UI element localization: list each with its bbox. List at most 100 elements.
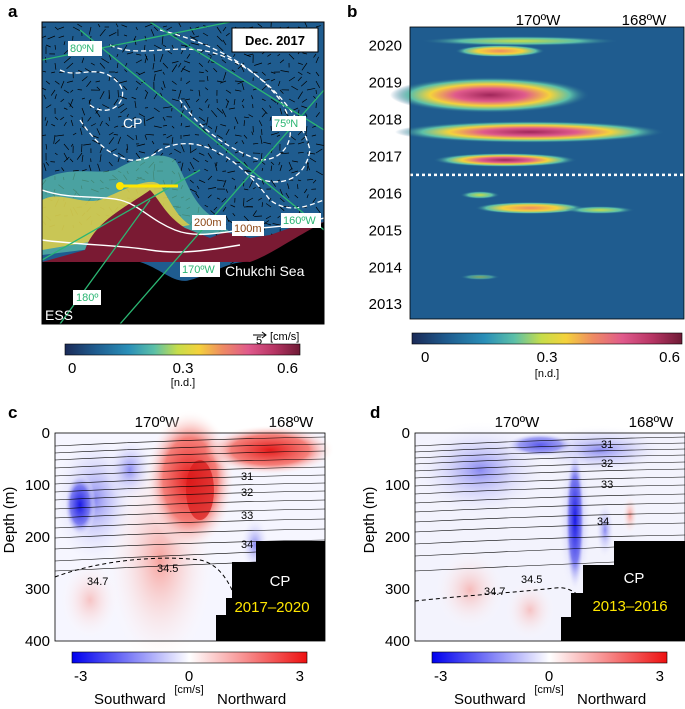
velocity-vector — [233, 98, 236, 105]
d-blue-surface — [505, 433, 575, 457]
transect-end-marker — [116, 182, 124, 190]
velocity-vector — [287, 183, 290, 190]
feature-2015-upper — [460, 191, 500, 199]
velocity-vector — [198, 89, 201, 97]
velocity-vector — [216, 179, 225, 182]
period-label-d: 2013–2016 — [592, 598, 667, 615]
velocity-vector — [270, 71, 276, 74]
velocity-vector — [113, 134, 119, 136]
velocity-vector — [205, 69, 209, 73]
velocity-vector — [171, 125, 175, 129]
date-box — [231, 27, 319, 53]
velocity-vector — [66, 62, 74, 70]
panel-c-ytick-300: 300 — [25, 581, 50, 598]
colorbar-d-tick-0: -3 — [434, 668, 447, 685]
colorbar-b — [411, 332, 683, 345]
panel-b-ytick-2016: 2016 — [369, 185, 402, 202]
date-label: Dec. 2017 — [245, 33, 305, 48]
velocity-vector — [180, 122, 183, 127]
c-blue-west — [64, 473, 96, 537]
velocity-vector — [240, 65, 245, 73]
grid-label-75n: 75ºN — [274, 118, 298, 130]
velocity-vector — [305, 113, 308, 118]
velocity-vector — [72, 26, 81, 32]
velocity-vector — [198, 71, 204, 73]
d-contour-label-33: 33 — [601, 479, 613, 491]
velocity-vector — [225, 100, 230, 109]
velocity-vector — [261, 85, 268, 91]
velocity-vector — [171, 61, 179, 64]
velocity-vector — [51, 123, 56, 127]
velocity-vector — [279, 107, 283, 115]
velocity-vector — [279, 89, 284, 94]
velocity-vector — [55, 134, 65, 137]
velocity-vector — [312, 179, 317, 184]
velocity-vector — [243, 215, 250, 222]
period-label-c: 2017–2020 — [234, 599, 309, 616]
c-contour-label-33: 33 — [241, 510, 253, 522]
velocity-vector — [242, 152, 245, 158]
panel-c-ytick-400: 400 — [25, 633, 50, 650]
cp-bathymetry-c — [216, 541, 325, 641]
panel-c-ytick-100: 100 — [25, 477, 50, 494]
velocity-vector — [198, 62, 204, 68]
velocity-vector — [77, 69, 83, 73]
velocity-vector — [214, 162, 218, 172]
feature-2015-east — [565, 206, 635, 214]
velocity-vector — [261, 167, 264, 172]
colorbar-c-unit: [cm/s] — [174, 684, 203, 696]
velocity-vector — [54, 152, 58, 156]
velocity-vector — [153, 149, 159, 154]
velocity-vector — [265, 215, 272, 220]
velocity-vector — [144, 23, 154, 28]
velocity-vector — [232, 212, 236, 217]
velocity-vector — [222, 179, 227, 188]
velocity-vector — [131, 96, 137, 100]
velocity-vector — [233, 53, 236, 57]
velocity-vector — [76, 152, 83, 160]
velocity-vector — [162, 133, 167, 136]
velocity-vector — [166, 134, 173, 139]
velocity-vector — [99, 28, 106, 37]
velocity-vector — [117, 116, 122, 118]
velocity-vector — [63, 156, 70, 163]
velocity-vector — [249, 179, 254, 188]
cp-label-c: CP — [270, 573, 291, 590]
feature-2015 — [475, 202, 585, 214]
velocity-vector — [211, 110, 218, 118]
velocity-vector — [54, 62, 57, 70]
velocity-vector — [146, 116, 155, 122]
velocity-vector — [204, 204, 209, 208]
velocity-vector — [270, 161, 275, 166]
velocity-vector — [97, 23, 101, 28]
panel-b-ytick-2013: 2013 — [369, 296, 402, 313]
velocity-vector — [63, 121, 67, 127]
velocity-vector — [185, 80, 191, 85]
velocity-vector — [178, 89, 182, 99]
feature-2020-upper — [420, 36, 620, 46]
velocity-vector — [228, 107, 236, 110]
salinity-contour-line — [414, 546, 615, 557]
velocity-vector — [277, 80, 281, 87]
velocity-vector — [216, 197, 221, 200]
velocity-vector — [54, 44, 56, 50]
colorbar-d-tick-2: 3 — [656, 668, 664, 685]
velocity-vector — [69, 98, 74, 108]
grid-label-bg-180 — [73, 290, 101, 305]
velocity-vector — [138, 151, 146, 154]
velocity-vector — [153, 53, 156, 62]
velocity-vector — [234, 151, 239, 154]
salinity-contour-line — [414, 476, 685, 487]
land-mass — [42, 222, 324, 324]
velocity-vector — [234, 141, 238, 145]
velocity-vector — [171, 98, 180, 102]
grid-label-160w: 160ºW — [283, 215, 316, 227]
velocity-vector — [225, 32, 230, 37]
velocity-vector — [254, 62, 263, 66]
velocity-vector — [315, 112, 320, 118]
velocity-vector — [243, 116, 250, 119]
panel-d-ytick-200: 200 — [385, 529, 410, 546]
velocity-vector — [301, 98, 308, 103]
velocity-vector — [191, 35, 200, 39]
panel-b-xtick-168w: 168ºW — [622, 12, 668, 29]
